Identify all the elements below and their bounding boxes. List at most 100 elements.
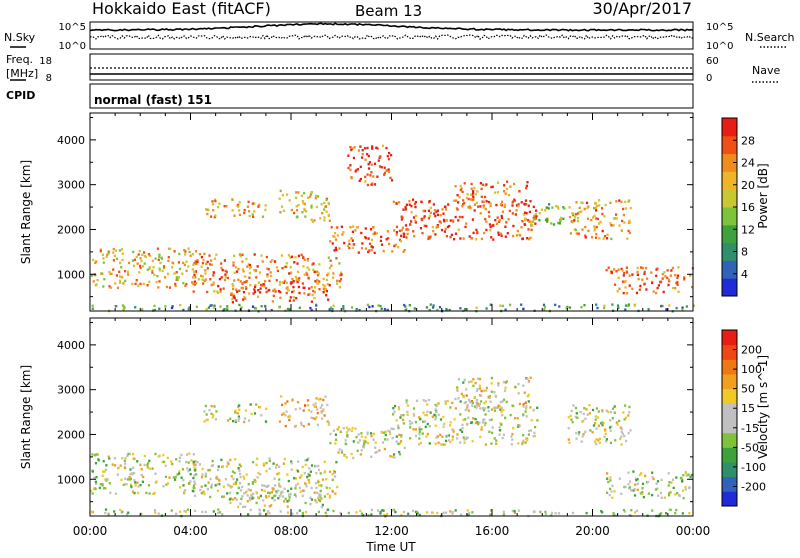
range-cell	[439, 221, 442, 224]
range-cell	[229, 417, 232, 420]
range-cell	[504, 225, 507, 228]
range-cell	[235, 481, 238, 484]
range-cell	[122, 483, 125, 486]
range-cell	[178, 472, 181, 475]
range-cell	[213, 215, 216, 219]
range-cell	[258, 509, 261, 512]
range-cell	[103, 487, 106, 490]
range-cell	[124, 462, 127, 465]
range-cell	[525, 405, 528, 408]
range-cell	[414, 221, 417, 224]
range-cell	[595, 438, 598, 441]
range-cell	[96, 279, 99, 282]
range-cell	[463, 308, 467, 311]
range-cell	[154, 452, 157, 456]
range-cell	[380, 166, 383, 169]
range-cell	[209, 263, 212, 266]
range-cell	[178, 460, 181, 463]
range-cell	[246, 205, 249, 208]
range-cell	[490, 390, 493, 393]
range-cell	[174, 475, 177, 479]
range-cell	[466, 193, 469, 196]
range-cell	[598, 199, 601, 202]
range-cell	[393, 410, 396, 413]
range-cell	[259, 287, 262, 290]
range-cell	[161, 269, 164, 273]
range-cell	[603, 304, 606, 307]
range-cell	[434, 418, 437, 421]
range-cell	[164, 305, 167, 308]
range-cell	[193, 280, 196, 283]
range-cell	[622, 274, 625, 277]
range-cell	[121, 252, 124, 255]
range-cell	[682, 496, 685, 500]
range-cell	[239, 482, 242, 485]
range-cell	[133, 491, 136, 495]
range-cell	[264, 305, 267, 308]
range-cell	[259, 512, 262, 515]
range-cell	[204, 475, 207, 478]
range-cell	[660, 280, 663, 284]
range-cell	[336, 282, 339, 285]
range-cell	[324, 205, 327, 208]
range-cell	[647, 480, 650, 484]
range-cell	[141, 253, 144, 257]
range-cell	[334, 475, 337, 478]
range-cell	[675, 476, 678, 479]
range-cell	[499, 400, 502, 404]
range-cell	[111, 463, 114, 466]
range-cell	[624, 280, 627, 283]
range-cell	[241, 260, 244, 263]
range-cell	[515, 234, 519, 237]
range-cell	[255, 403, 258, 406]
range-cell	[544, 209, 547, 212]
range-cell	[290, 468, 293, 471]
range-cell	[604, 428, 607, 431]
range-cell	[389, 455, 392, 458]
range-cell	[383, 166, 386, 169]
range-cell	[352, 440, 355, 443]
range-cell	[364, 158, 367, 161]
range-cell	[200, 476, 204, 479]
range-cell	[467, 416, 470, 419]
range-cell	[622, 291, 625, 295]
range-cell	[265, 290, 268, 294]
range-cell	[315, 397, 318, 400]
range-cell	[143, 254, 146, 258]
range-cell	[580, 210, 583, 213]
range-cell	[443, 422, 446, 426]
range-cell	[323, 284, 326, 288]
range-cell	[657, 494, 660, 497]
range-cell	[340, 225, 343, 228]
range-cell	[327, 421, 330, 424]
range-cell	[472, 417, 475, 420]
range-cell	[241, 485, 244, 489]
range-cell	[204, 269, 207, 272]
range-cell	[412, 413, 415, 416]
range-cell	[609, 222, 612, 225]
range-cell	[441, 435, 444, 438]
range-cell	[639, 284, 642, 288]
range-cell	[119, 508, 122, 512]
range-cell	[576, 416, 579, 419]
range-cell	[672, 286, 675, 290]
range-cell	[308, 467, 311, 470]
range-cell	[610, 410, 613, 414]
range-cell	[628, 411, 631, 414]
range-cell	[374, 441, 377, 444]
range-cell	[366, 431, 369, 434]
range-cell	[290, 462, 293, 465]
range-cell	[606, 472, 609, 475]
range-cell	[482, 204, 485, 207]
range-cell	[298, 277, 301, 280]
range-cell	[90, 274, 93, 277]
range-cell	[321, 478, 325, 481]
range-cell	[674, 493, 677, 496]
range-cell	[575, 201, 578, 204]
range-cell	[511, 509, 514, 513]
range-cell	[208, 408, 211, 412]
range-cell	[173, 272, 176, 275]
range-cell	[405, 236, 408, 239]
range-cell	[494, 395, 497, 398]
range-cell	[467, 409, 470, 412]
